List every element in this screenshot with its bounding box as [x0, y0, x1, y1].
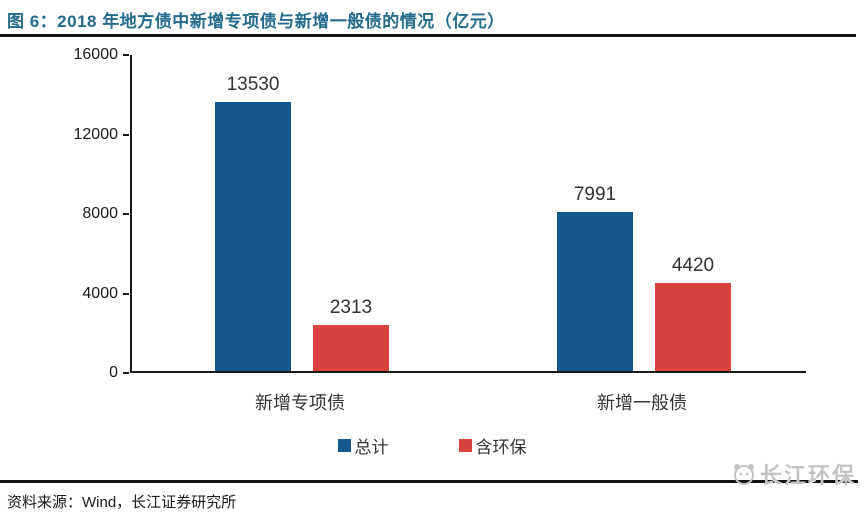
y-tick-mark: [123, 133, 129, 136]
bar-env-0: [313, 325, 389, 371]
y-tick-label: 8000: [82, 205, 118, 222]
y-tick-label: 4000: [82, 284, 118, 302]
y-tick-mark: [123, 292, 129, 295]
title-divider: [0, 34, 856, 37]
y-tick-mark: [123, 54, 129, 56]
footer-divider: [0, 480, 858, 483]
y-tick-label: 12000: [73, 125, 119, 143]
y-tick-label: 16000: [73, 46, 119, 63]
bar-env-1: [655, 283, 731, 371]
brand-logo-text: 长江环保: [759, 463, 856, 488]
y-tick-mark: [123, 372, 129, 374]
legend-label: 含环保: [475, 438, 527, 457]
y-tick-mark: [123, 213, 129, 215]
y-tick-label: 0: [109, 364, 118, 381]
source-note: 资料来源：Wind，长江证券研究所: [7, 494, 237, 511]
bar-value-label: 2313: [329, 297, 373, 318]
plot-area: 13530 2313 7991 4420: [130, 55, 806, 373]
bar-total-1: [557, 212, 633, 371]
legend-swatch-icon: [337, 439, 351, 452]
figure-title: 图 6：2018 年地方债中新增专项债与新增一般债的情况（亿元）: [7, 12, 505, 31]
legend-label: 总计: [354, 438, 389, 457]
bar-value-label: 7991: [573, 184, 617, 205]
bar-total-0: [215, 102, 291, 371]
bar-value-label: 13530: [226, 74, 280, 95]
brand-logo-icon: [731, 461, 757, 487]
legend-item: 总计: [337, 433, 389, 458]
brand-watermark: 长江环保: [731, 458, 856, 490]
bar-value-label: 4420: [671, 255, 715, 276]
legend-item: 含环保: [458, 433, 527, 458]
x-category-label: 新增专项债: [255, 393, 345, 413]
x-category-label: 新增一般债: [597, 393, 687, 413]
chart-legend: 总计 含环保: [0, 433, 864, 458]
legend-swatch-icon: [458, 439, 472, 452]
